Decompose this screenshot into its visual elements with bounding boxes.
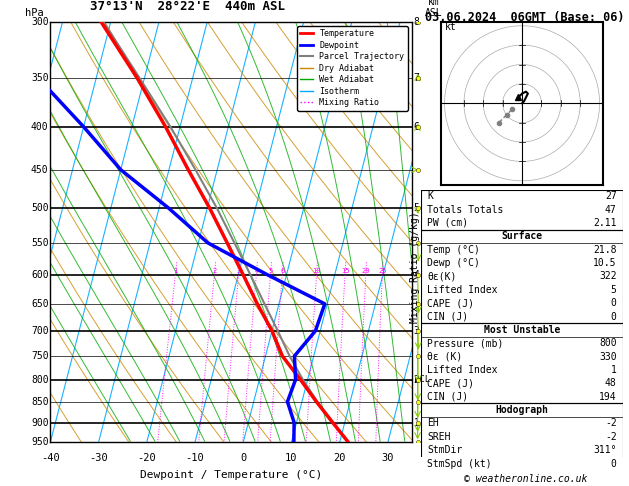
Text: 5: 5 [269,268,272,274]
Text: 1: 1 [611,365,616,375]
Text: CAPE (J): CAPE (J) [428,378,474,388]
Text: 7: 7 [414,73,420,83]
Text: 750: 750 [31,351,48,361]
Text: 900: 900 [31,417,48,428]
Text: 700: 700 [31,326,48,336]
Legend: Temperature, Dewpoint, Parcel Trajectory, Dry Adiabat, Wet Adiabat, Isotherm, Mi: Temperature, Dewpoint, Parcel Trajectory… [297,26,408,111]
Text: CIN (J): CIN (J) [428,392,469,402]
Text: 47: 47 [605,205,616,215]
Text: km
ASL: km ASL [425,0,443,17]
Text: θε (K): θε (K) [428,351,463,362]
Text: 2: 2 [213,268,216,274]
Text: EH: EH [428,418,439,429]
Text: 5: 5 [611,285,616,295]
Text: 311°: 311° [593,445,616,455]
Text: 2.11: 2.11 [593,218,616,228]
Text: 400: 400 [31,122,48,132]
Text: Dewpoint / Temperature (°C): Dewpoint / Temperature (°C) [140,469,322,480]
Text: Totals Totals: Totals Totals [428,205,504,215]
Text: Hodograph: Hodograph [496,405,548,415]
Text: 800: 800 [599,338,616,348]
Text: CIN (J): CIN (J) [428,312,469,322]
Text: 4: 4 [254,268,259,274]
Text: 450: 450 [31,165,48,175]
Text: SREH: SREH [428,432,451,442]
Text: Lifted Index: Lifted Index [428,285,498,295]
Text: 6: 6 [280,268,284,274]
Text: 4: 4 [414,270,420,279]
Text: hPa: hPa [25,8,44,17]
Text: 500: 500 [31,203,48,213]
Text: 20: 20 [362,268,370,274]
Text: Temp (°C): Temp (°C) [428,244,481,255]
Text: 322: 322 [599,271,616,281]
Text: 600: 600 [31,270,48,279]
Text: 3: 3 [237,268,241,274]
Text: 15: 15 [341,268,349,274]
Text: Most Unstable: Most Unstable [484,325,560,335]
Text: 3: 3 [414,326,420,336]
Text: -2: -2 [605,418,616,429]
Text: 30: 30 [382,453,394,463]
Text: -30: -30 [89,453,108,463]
Text: 350: 350 [31,73,48,83]
Text: StmDir: StmDir [428,445,463,455]
Text: Lifted Index: Lifted Index [428,365,498,375]
Text: 10: 10 [285,453,298,463]
Text: 1: 1 [174,268,177,274]
Text: Dewp (°C): Dewp (°C) [428,258,481,268]
Text: θε(K): θε(K) [428,271,457,281]
Text: Pressure (mb): Pressure (mb) [428,338,504,348]
Text: 330: 330 [599,351,616,362]
Text: 25: 25 [378,268,387,274]
Text: 650: 650 [31,299,48,309]
Text: CAPE (J): CAPE (J) [428,298,474,308]
Text: 300: 300 [31,17,48,27]
Text: © weatheronline.co.uk: © weatheronline.co.uk [464,473,587,484]
Text: 194: 194 [599,392,616,402]
Text: 0: 0 [611,298,616,308]
Text: 5: 5 [414,203,420,213]
Text: 21.8: 21.8 [593,244,616,255]
Text: 950: 950 [31,437,48,447]
Text: 6: 6 [414,122,420,132]
Text: 850: 850 [31,397,48,407]
Text: -2: -2 [605,432,616,442]
Text: 03.06.2024  06GMT (Base: 06): 03.06.2024 06GMT (Base: 06) [425,11,625,24]
Text: 37°13'N  28°22'E  440m ASL: 37°13'N 28°22'E 440m ASL [90,0,286,14]
Text: 800: 800 [31,375,48,384]
Text: 20: 20 [333,453,346,463]
Text: 0: 0 [611,458,616,469]
Text: -40: -40 [41,453,60,463]
Text: 2: 2 [414,375,420,384]
Text: PW (cm): PW (cm) [428,218,469,228]
Text: K: K [428,191,433,201]
Text: 1: 1 [414,417,420,428]
Text: 0: 0 [240,453,247,463]
Text: -10: -10 [186,453,204,463]
Text: -20: -20 [137,453,156,463]
Text: kt: kt [445,21,456,32]
Text: 10.5: 10.5 [593,258,616,268]
Text: 48: 48 [605,378,616,388]
Text: 0: 0 [611,312,616,322]
Text: 8: 8 [414,17,420,27]
Text: Surface: Surface [501,231,543,242]
Text: StmSpd (kt): StmSpd (kt) [428,458,492,469]
Text: LCL: LCL [414,375,430,384]
Text: Mixing Ratio (g/kg): Mixing Ratio (g/kg) [410,211,420,323]
Text: 27: 27 [605,191,616,201]
Text: 550: 550 [31,238,48,248]
Text: 10: 10 [313,268,321,274]
